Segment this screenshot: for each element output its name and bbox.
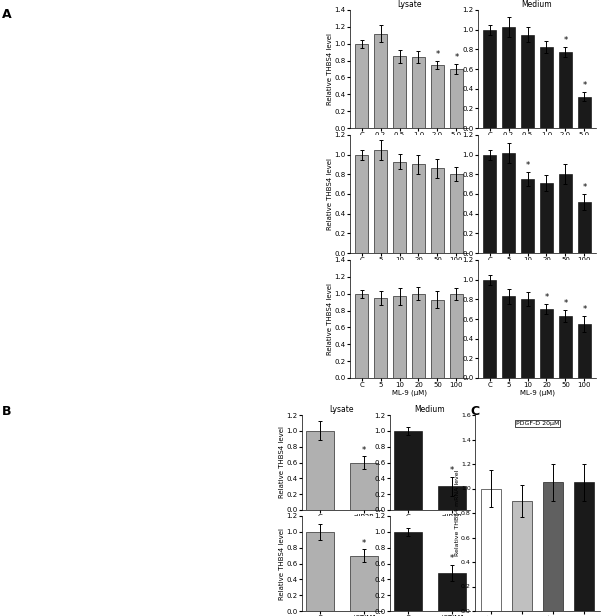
Bar (350, 556, 378, 611)
Y-axis label: Relative THBS4 level: Relative THBS4 level (327, 283, 333, 355)
Y-axis label: Relative THBS4 level: Relative THBS4 level (327, 33, 333, 105)
Bar (483, 155, 496, 253)
Bar (451, 294, 463, 378)
Bar (512, 501, 532, 611)
Bar (559, 52, 571, 128)
Bar (521, 299, 534, 378)
X-axis label: Imatinib (μM): Imatinib (μM) (385, 140, 432, 146)
Bar (543, 482, 563, 611)
Text: *: * (362, 445, 366, 455)
Text: *: * (435, 50, 440, 59)
Bar (541, 47, 553, 128)
Bar (559, 174, 571, 253)
Text: *: * (450, 466, 454, 475)
Bar (578, 97, 591, 128)
Bar (393, 56, 406, 128)
X-axis label: 2-APB (μM): 2-APB (μM) (390, 264, 428, 271)
Text: *: * (454, 53, 458, 62)
Text: *: * (582, 183, 586, 192)
Y-axis label: Relative THBS4 level: Relative THBS4 level (279, 426, 285, 498)
Text: PDGF-D 20μM: PDGF-D 20μM (516, 421, 559, 426)
Bar (393, 296, 406, 378)
Bar (438, 573, 466, 611)
Bar (394, 532, 422, 611)
Text: C: C (470, 405, 479, 418)
Bar (374, 298, 387, 378)
Bar (431, 299, 444, 378)
Text: *: * (564, 299, 568, 308)
Bar (574, 482, 594, 611)
Bar (438, 486, 466, 510)
Text: *: * (525, 161, 530, 171)
Text: *: * (564, 36, 568, 46)
Bar (541, 309, 553, 378)
Title: Lysate: Lysate (397, 0, 421, 9)
Title: Medium: Medium (415, 405, 445, 414)
X-axis label: ML-9 (μM): ML-9 (μM) (519, 389, 554, 396)
Bar (451, 69, 463, 128)
Bar (451, 174, 463, 253)
X-axis label: ML-9 (μM): ML-9 (μM) (391, 389, 426, 396)
Text: *: * (582, 81, 586, 90)
Bar (578, 202, 591, 253)
Text: *: * (362, 538, 366, 548)
Bar (483, 280, 496, 378)
Text: A: A (2, 8, 11, 21)
Bar (521, 179, 534, 253)
Bar (521, 34, 534, 128)
Bar (431, 168, 444, 253)
Bar (394, 431, 422, 510)
Bar (413, 164, 425, 253)
Bar (559, 316, 571, 378)
Title: Lysate: Lysate (330, 405, 355, 414)
Title: Medium: Medium (522, 0, 552, 9)
Bar (355, 155, 368, 253)
Y-axis label: Relative THBS4 level: Relative THBS4 level (279, 527, 285, 599)
Y-axis label: Relative THBS4 level: Relative THBS4 level (327, 158, 333, 230)
Bar (481, 488, 501, 611)
Bar (503, 153, 515, 253)
Bar (374, 34, 387, 128)
Bar (503, 26, 515, 128)
Bar (350, 463, 378, 510)
Text: *: * (450, 554, 454, 564)
Bar (306, 532, 334, 611)
Bar (355, 44, 368, 128)
Bar (503, 296, 515, 378)
Bar (413, 294, 425, 378)
Text: B: B (2, 405, 11, 418)
X-axis label: 2-APB (μM): 2-APB (μM) (518, 264, 556, 271)
Bar (306, 431, 334, 510)
Bar (431, 65, 444, 128)
Bar (483, 30, 496, 128)
Bar (541, 183, 553, 253)
Bar (413, 57, 425, 128)
Bar (578, 324, 591, 378)
Bar (355, 294, 368, 378)
Bar (374, 150, 387, 253)
Text: *: * (582, 305, 586, 314)
Bar (393, 161, 406, 253)
X-axis label: Imatinib (μM): Imatinib (μM) (513, 140, 561, 146)
Text: *: * (544, 293, 548, 302)
Y-axis label: Relative THBS4 mRNA level: Relative THBS4 mRNA level (455, 470, 460, 556)
